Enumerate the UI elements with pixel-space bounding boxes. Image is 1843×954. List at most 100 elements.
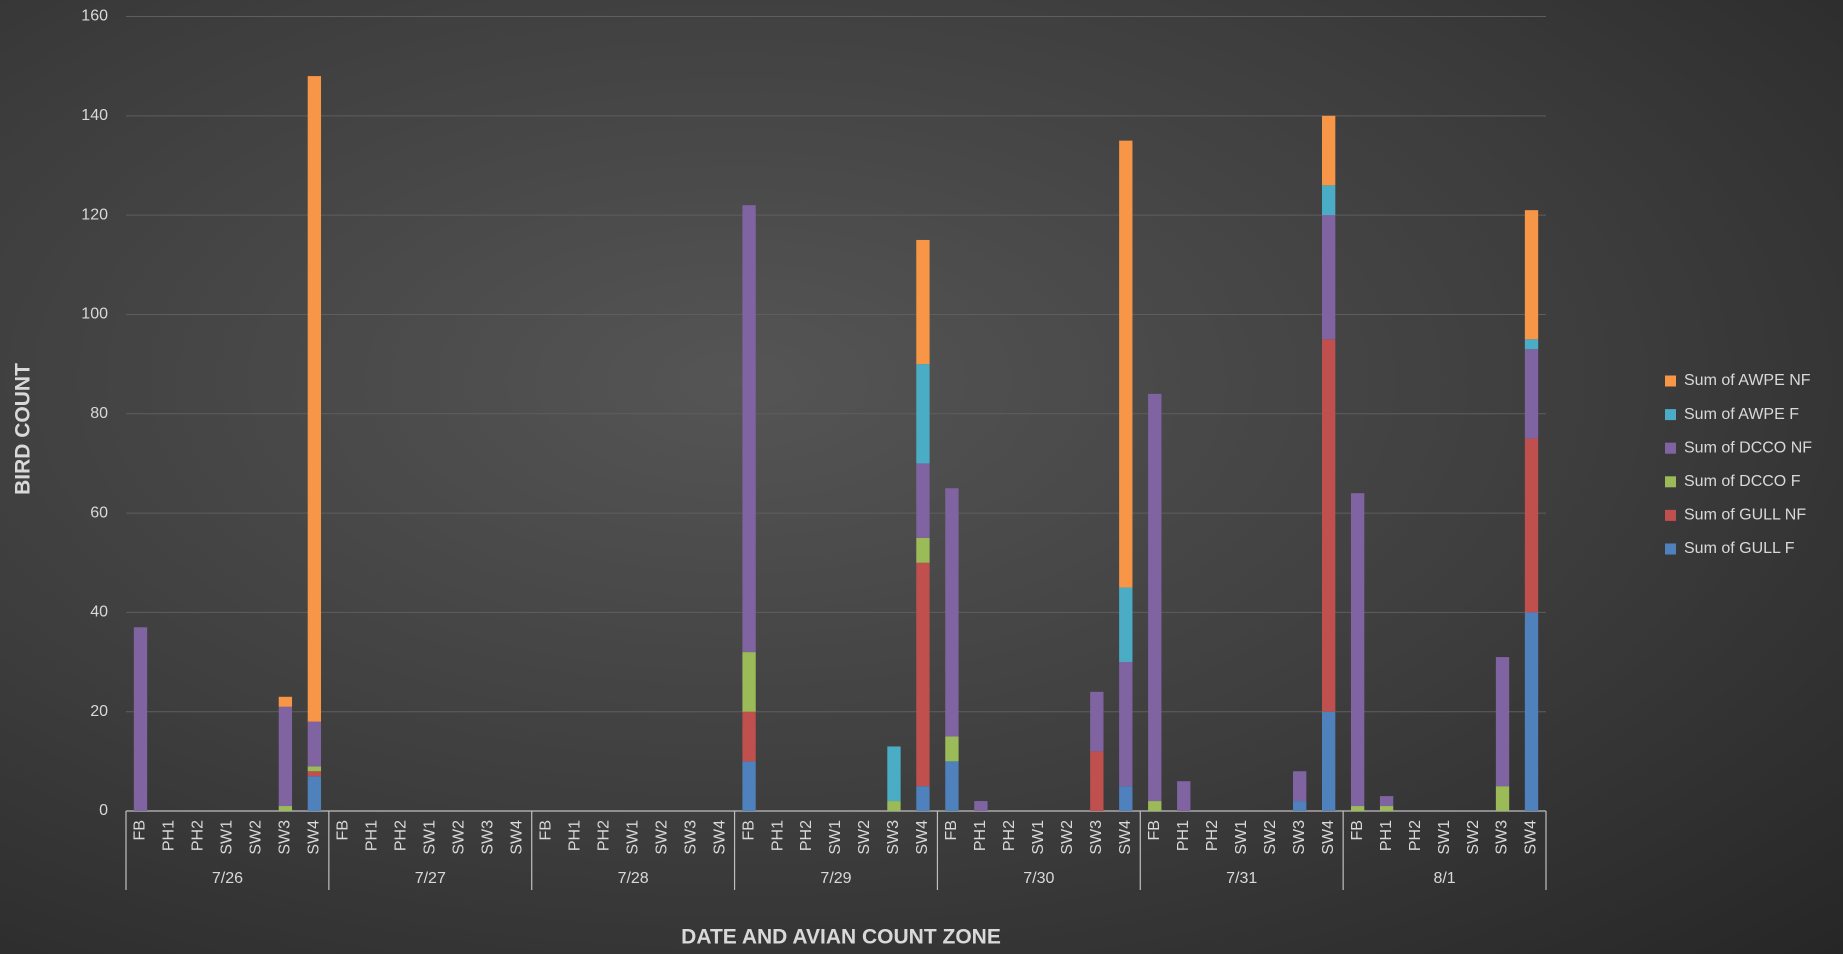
x-tick-label: PH2 [393,820,410,851]
y-tick-label: 140 [81,107,108,124]
bar-segment [307,721,322,767]
group-label: 7/27 [415,870,446,887]
x-tick-label: PH1 [1378,820,1395,851]
x-tick-label: SW2 [248,820,265,855]
x-tick-label: FB [132,820,149,840]
bar-segment [916,463,930,538]
x-tick-label: SW2 [653,820,670,855]
x-tick-label: PH1 [364,820,381,851]
bar-segment [1321,215,1336,340]
group-label: 7/30 [1023,870,1054,887]
bar-segment [1177,781,1191,811]
y-tick-label: 160 [81,8,108,25]
bar-segment [916,364,930,464]
group-label: 7/28 [618,870,649,887]
y-tick-label: 80 [90,405,108,422]
x-tick-label: SW3 [1291,820,1308,855]
x-tick-label: PH2 [190,820,207,851]
bar-segment [945,761,959,811]
bar-segment [1119,587,1133,663]
bar-segment [1119,140,1133,588]
bar-segment [1321,711,1336,811]
y-axis-title: BIRD COUNT [12,363,35,495]
y-tick-label: 100 [81,306,108,323]
bar-segment [1524,438,1539,613]
x-tick-label: SW3 [277,820,294,855]
y-tick-label: 120 [81,206,108,223]
bar-segment [1524,210,1539,340]
bar-segment [742,711,756,762]
legend-label: Sum of AWPE F [1684,406,1799,423]
x-tick-label: SW2 [1059,820,1076,855]
y-tick-label: 0 [99,802,108,819]
bar-segment [742,761,756,811]
legend-label: Sum of DCCO NF [1684,439,1812,456]
bar-segment [307,776,322,811]
bar-segment [307,766,322,772]
x-tick-label: SW2 [450,820,467,855]
legend-swatch [1665,476,1676,488]
bar-segment [1350,493,1365,807]
bar-segment [1379,796,1394,807]
x-tick-label: SW1 [219,820,236,855]
bar-segment [1148,393,1162,802]
legend-swatch [1665,409,1676,421]
bar-segment [1524,349,1539,439]
x-tick-label: PH1 [769,820,786,851]
bar-segment [1119,786,1133,811]
x-tick-label: FB [335,820,352,840]
bar-segment [1379,806,1394,811]
x-tick-label: SW1 [827,820,844,855]
x-tick-label: SW3 [885,820,902,855]
bar-segment [1495,786,1510,811]
x-tick-label: SW4 [1117,820,1134,855]
x-tick-label: SW1 [422,820,439,855]
bar-segment [1119,662,1133,787]
x-tick-label: SW3 [682,820,699,855]
bar-segment [278,706,293,807]
legend-swatch [1665,375,1676,387]
bar-segment [133,627,148,811]
x-tick-label: FB [1349,820,1366,840]
bar-segment [916,786,930,811]
bar-segment [974,801,988,811]
bar-segment [945,736,959,762]
x-tick-label: PH1 [972,820,989,851]
x-tick-label: SW2 [1465,820,1482,855]
legend-swatch [1665,442,1676,454]
x-tick-label: PH2 [1204,820,1221,851]
x-tick-label: FB [1146,820,1163,840]
bar-segment [742,205,756,653]
x-tick-label: PH2 [595,820,612,851]
legend-label: Sum of AWPE NF [1684,372,1811,389]
bar-segment [945,488,959,737]
legend-swatch [1665,509,1676,521]
x-tick-label: FB [943,820,960,840]
legend-label: Sum of GULL F [1684,540,1795,557]
x-tick-label: SW1 [624,820,641,855]
bar-segment [1090,751,1104,811]
bar-segment [1148,801,1162,811]
x-axis-title: DATE AND AVIAN COUNT ZONE [681,926,1001,949]
group-label: 8/1 [1433,870,1455,887]
x-tick-label: PH2 [798,820,815,851]
bar-segment [1524,612,1539,811]
bar-segment [1321,339,1336,712]
x-tick-label: SW4 [914,820,931,855]
x-tick-label: SW3 [479,820,496,855]
bar-segment [1090,691,1104,752]
bar-segment [1293,801,1307,811]
legend-swatch [1665,543,1676,555]
x-tick-label: FB [740,820,757,840]
x-tick-label: SW3 [1088,820,1105,855]
legend-label: Sum of GULL NF [1684,507,1806,524]
bar-segment [307,76,322,722]
bar-segment [307,771,322,777]
bar-segment [742,652,756,712]
bar-segment [278,696,293,707]
x-tick-label: FB [537,820,554,840]
bar-segment [887,746,901,802]
y-tick-label: 20 [90,703,108,720]
x-tick-label: PH1 [566,820,583,851]
